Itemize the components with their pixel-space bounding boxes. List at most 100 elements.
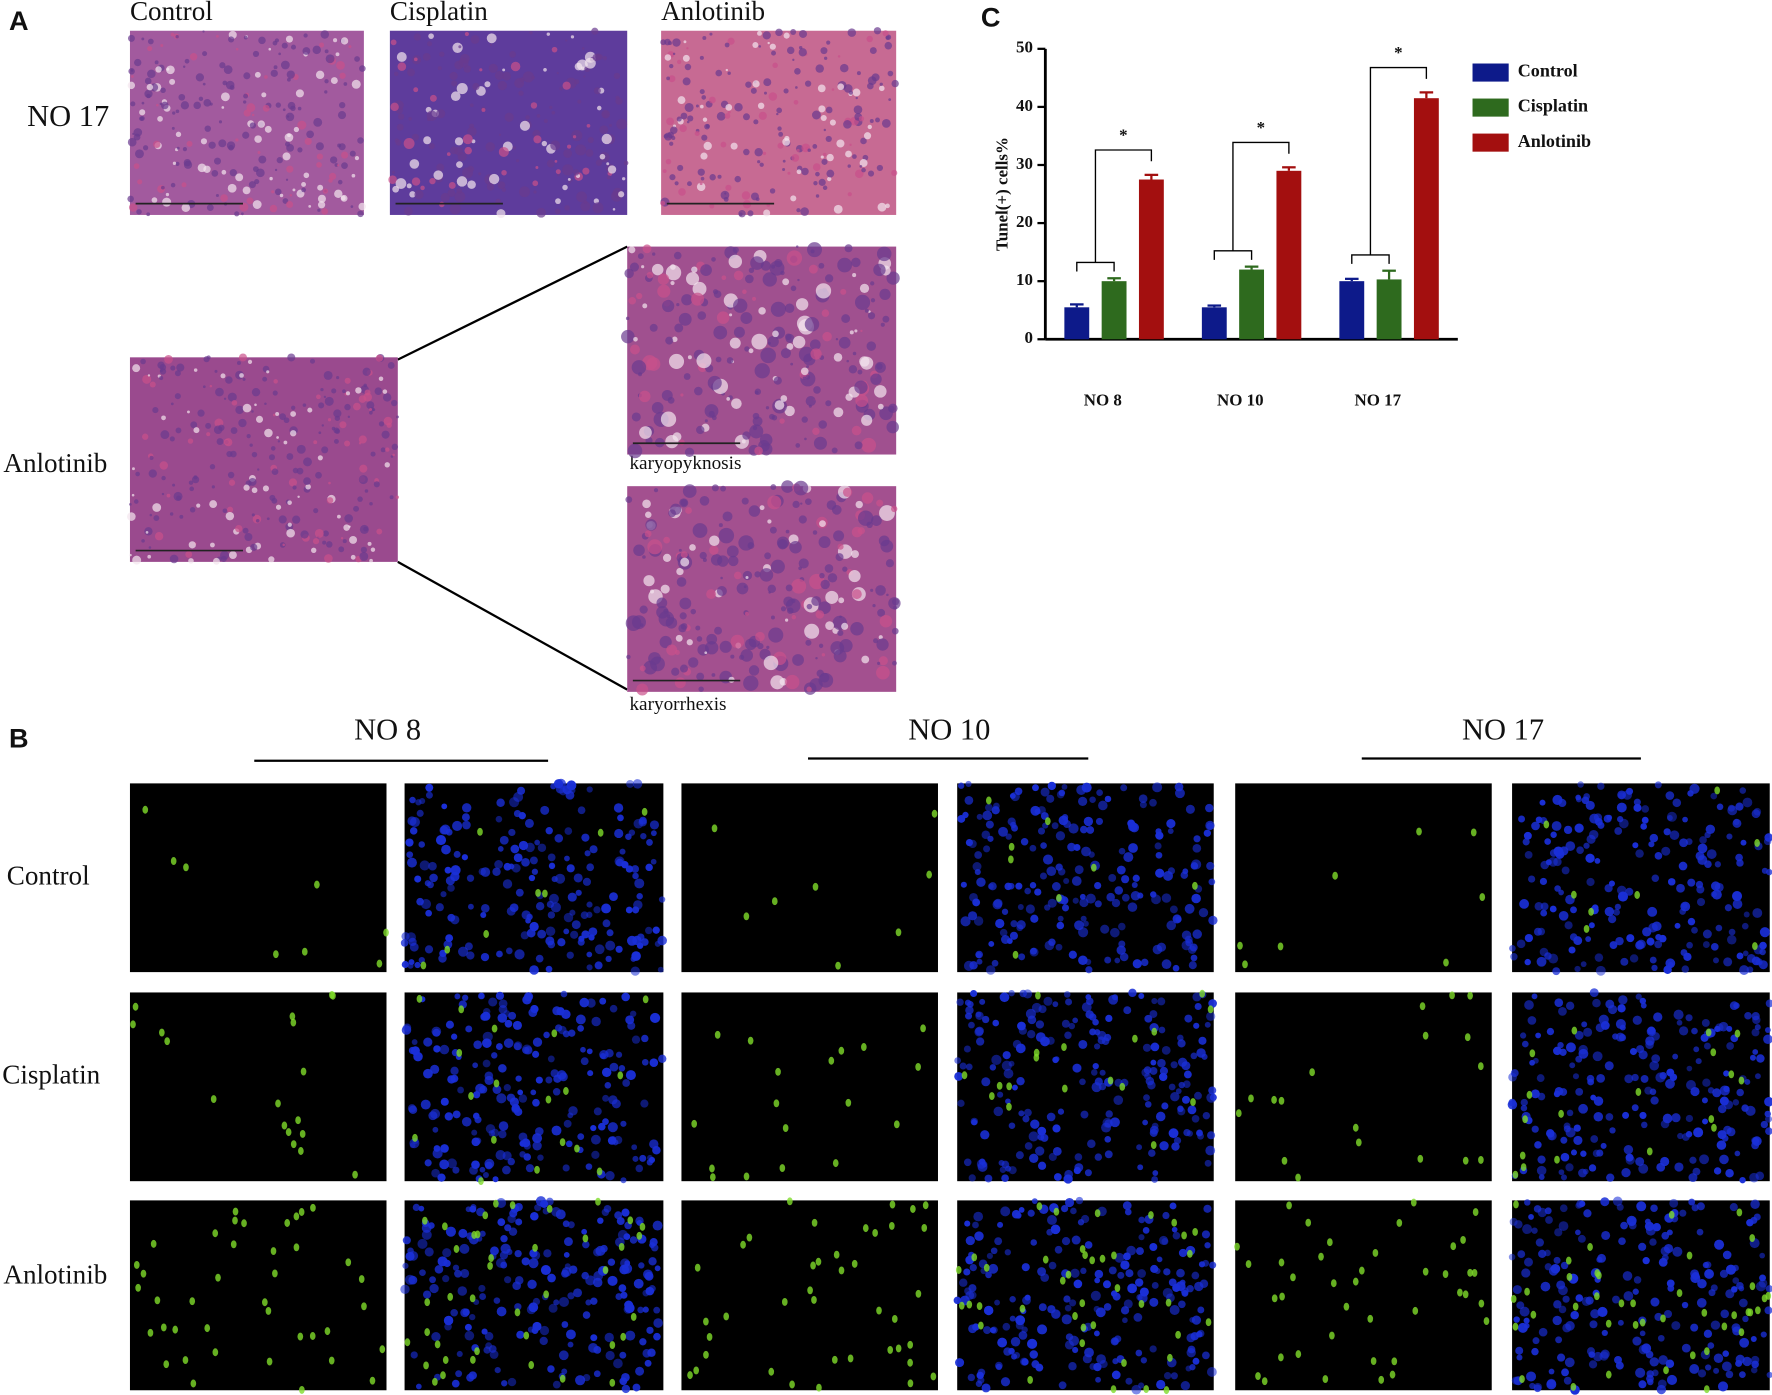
tunel-cell [1286, 1201, 1292, 1210]
cell [404, 206, 413, 216]
nucleus [1182, 868, 1189, 875]
nucleus [1759, 941, 1767, 950]
nucleus [1061, 1237, 1071, 1246]
nucleus [1095, 1376, 1101, 1383]
nucleus [478, 1284, 486, 1292]
cell [206, 204, 214, 211]
cell [876, 499, 884, 507]
nucleus [1192, 843, 1202, 853]
tunel-cell [893, 1120, 900, 1129]
nucleus [1157, 1058, 1166, 1068]
nucleus [1676, 1019, 1683, 1026]
nucleus [452, 1110, 461, 1119]
nucleus [1050, 1224, 1061, 1235]
cell [271, 190, 275, 194]
legend-swatch [1472, 133, 1509, 152]
cell [752, 296, 757, 301]
tunel-cell [262, 1298, 268, 1307]
nucleus [1595, 1023, 1605, 1033]
cell [374, 387, 383, 395]
nucleus [1030, 805, 1041, 816]
cell [467, 180, 476, 189]
nucleus [1765, 999, 1772, 1008]
tunel-cell [514, 1308, 521, 1317]
cell [242, 377, 246, 381]
nucleus [1722, 1350, 1729, 1357]
cell [826, 153, 834, 162]
cell [262, 485, 269, 492]
nucleus [503, 1038, 514, 1048]
cell [633, 544, 645, 557]
nucleus [1523, 831, 1532, 840]
cell [835, 553, 844, 562]
nucleus [1089, 1028, 1097, 1036]
nucleus [478, 992, 485, 1000]
nucleus [1739, 1371, 1746, 1378]
nucleus [976, 877, 986, 887]
cell [791, 578, 807, 594]
nucleus [511, 1104, 521, 1114]
tunel-cell [1419, 1002, 1426, 1011]
nucleus [535, 1127, 544, 1136]
cell [488, 63, 498, 73]
nucleus [1166, 818, 1176, 829]
nucleus [957, 782, 965, 789]
cell [252, 166, 259, 172]
nucleus [1103, 1303, 1112, 1311]
nucleus [422, 1290, 432, 1299]
cell [833, 204, 843, 214]
cell [189, 507, 196, 513]
tunel-cell [1237, 941, 1243, 950]
nucleus [1605, 1113, 1614, 1121]
nucleus [631, 1144, 638, 1151]
nucleus [445, 934, 454, 943]
nucleus [1094, 882, 1102, 890]
tunel-cell [1322, 1375, 1329, 1383]
nucleus [1163, 870, 1173, 881]
nucleus [1055, 863, 1063, 871]
nucleus [1538, 1174, 1545, 1180]
cell [343, 524, 350, 531]
nucleus [649, 1238, 658, 1247]
tunel-cell [851, 1259, 858, 1268]
nucleus [1665, 791, 1675, 800]
tunel-cell [1062, 1084, 1068, 1093]
nucleus [455, 1370, 463, 1378]
tunel-cell [534, 1165, 540, 1174]
tunel-cell [915, 1289, 922, 1298]
nucleus [503, 862, 512, 871]
nucleus [631, 1035, 641, 1044]
nucleus [1537, 1155, 1546, 1164]
cell [533, 190, 537, 194]
nucleus [450, 915, 460, 925]
tunel-cell [1605, 1370, 1612, 1379]
nucleus [420, 1099, 431, 1110]
cell [549, 105, 553, 110]
nucleus [1732, 899, 1743, 909]
tunel-cell [1352, 1277, 1359, 1286]
nucleus [609, 1004, 618, 1013]
cell [595, 159, 603, 166]
nucleus [1065, 998, 1073, 1006]
cell [796, 148, 800, 153]
zoom-line [397, 245, 628, 361]
cell [704, 419, 708, 423]
nucleus [981, 1383, 991, 1393]
cell [512, 146, 517, 150]
nucleus [586, 863, 595, 872]
legend-label: Anlotinib [1518, 131, 1591, 151]
nucleus [532, 1037, 543, 1047]
cell [748, 348, 754, 354]
cell [804, 316, 820, 332]
cell [360, 546, 367, 553]
nucleus [957, 1099, 965, 1107]
nucleus [1151, 1176, 1159, 1183]
cell [179, 514, 184, 519]
bar [1276, 170, 1302, 340]
cell [243, 109, 251, 117]
nucleus [639, 1338, 647, 1346]
nucleus [532, 1050, 540, 1058]
nucleus [1682, 816, 1688, 823]
nucleus [1019, 1357, 1029, 1366]
nucleus [1003, 1068, 1014, 1079]
